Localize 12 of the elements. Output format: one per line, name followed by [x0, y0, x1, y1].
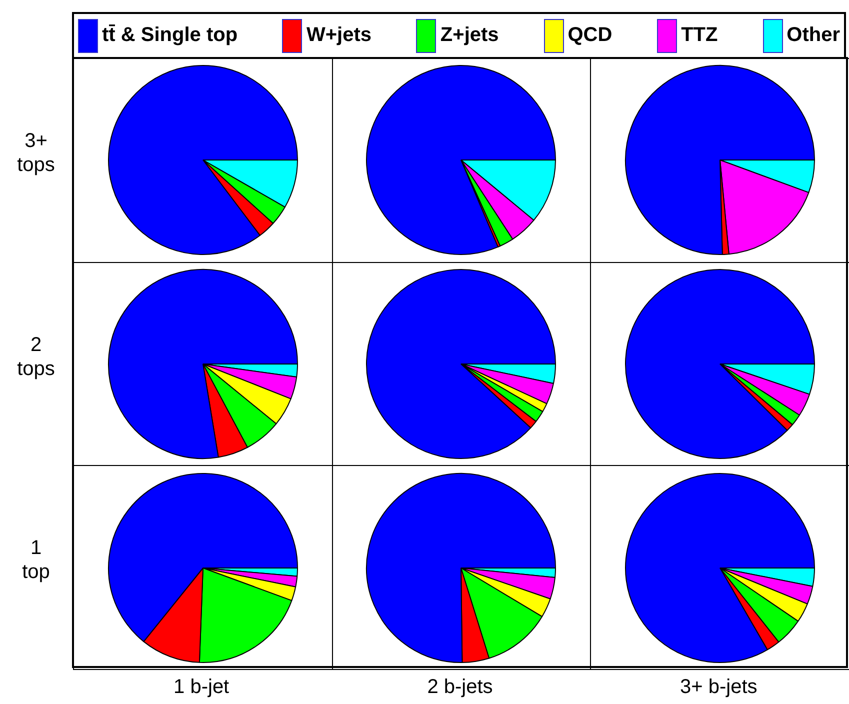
text: 1 top [21, 536, 51, 584]
text: 3+ b-jets [679, 676, 758, 699]
text: 1 b-jet [172, 676, 230, 699]
text: 2 b-jets [426, 676, 494, 699]
legend-label: tt̄ & Single top [102, 24, 238, 47]
legend-label: TTZ [681, 24, 718, 47]
legend-label: W+jets [306, 24, 372, 47]
legend-label: Z+jets [440, 24, 499, 47]
text: 3+ tops [16, 128, 56, 177]
legend-label: QCD [568, 24, 612, 47]
text: 2 tops [16, 332, 56, 380]
legend-label: Other [786, 24, 840, 47]
